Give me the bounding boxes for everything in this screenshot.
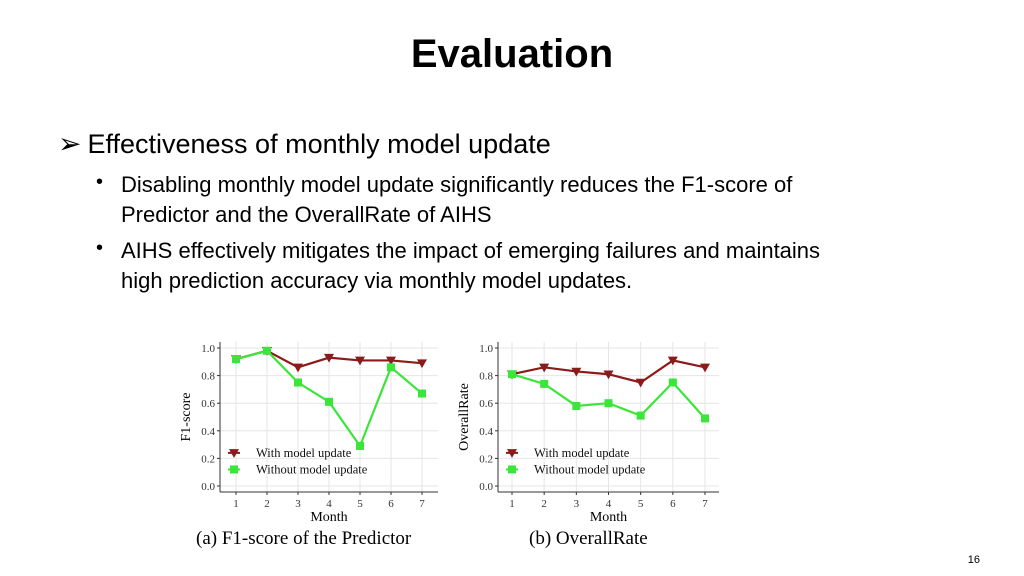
data-point-without-update xyxy=(387,363,395,372)
x-tick-label: 1 xyxy=(509,498,515,510)
page-number: 16 xyxy=(967,554,980,566)
legend-label: With model update xyxy=(534,446,630,460)
legend-label: Without model update xyxy=(256,462,368,476)
sub-bullet-text: AIHS effectively mitigates the impact of… xyxy=(121,238,821,293)
data-point-with-update xyxy=(293,363,303,373)
legend-label: Without model update xyxy=(534,462,646,476)
x-tick-label: 6 xyxy=(670,498,676,510)
arrow-bullet-icon: ➢ xyxy=(58,128,82,159)
data-point-without-update xyxy=(572,401,581,410)
y-tick-label: 0.8 xyxy=(479,371,493,383)
y-tick-label: 1.0 xyxy=(479,343,493,355)
y-tick-label: 0.2 xyxy=(201,453,215,465)
x-tick-label: 4 xyxy=(326,498,332,510)
x-tick-label: 7 xyxy=(702,498,708,510)
data-point-with-update xyxy=(571,367,582,377)
x-tick-label: 3 xyxy=(574,498,580,510)
data-point-without-update xyxy=(325,397,333,406)
data-point-with-update xyxy=(635,378,646,388)
y-tick-label: 0.0 xyxy=(201,481,215,493)
x-axis-label: Month xyxy=(310,510,347,525)
data-point-without-update xyxy=(294,378,302,387)
data-point-without-update xyxy=(232,355,240,364)
data-point-without-update xyxy=(263,346,271,355)
sub-bullet: • AIHS effectively mitigates the impact … xyxy=(96,236,836,296)
x-tick-label: 7 xyxy=(419,498,425,510)
data-point-with-update xyxy=(324,353,334,363)
data-point-with-update xyxy=(386,356,396,366)
x-tick-label: 5 xyxy=(638,498,644,510)
main-bullet-text: Effectiveness of monthly model update xyxy=(87,129,551,159)
data-point-with-update xyxy=(603,370,614,380)
data-point-without-update xyxy=(356,441,364,450)
x-tick-label: 5 xyxy=(357,498,363,510)
data-point-without-update xyxy=(636,411,645,420)
data-point-without-update xyxy=(701,414,709,423)
x-tick-label: 2 xyxy=(541,498,547,510)
data-point-with-update xyxy=(539,363,550,373)
y-axis-label: OverallRate xyxy=(457,383,472,451)
data-point-with-update xyxy=(417,359,427,369)
legend-label: With model update xyxy=(256,446,352,460)
data-point-with-update xyxy=(700,363,710,373)
y-tick-label: 0.6 xyxy=(479,398,493,410)
dot-bullet-icon: • xyxy=(96,237,104,259)
y-tick-label: 0.0 xyxy=(479,481,493,493)
legend-marker xyxy=(508,465,516,474)
data-point-without-update xyxy=(604,399,613,408)
y-tick-label: 0.4 xyxy=(479,426,493,438)
sub-bullet-text: Disabling monthly model update significa… xyxy=(121,172,793,227)
legend-marker xyxy=(230,465,238,474)
legend-marker xyxy=(507,449,517,458)
y-tick-label: 0.2 xyxy=(479,453,493,465)
data-point-without-update xyxy=(418,389,426,398)
x-tick-label: 1 xyxy=(233,498,239,510)
overallrate-chart: 0.0 0.2 0.4 0.6 0.8 1.0 1 2 3 4 5 6 7 Month OverallRat… xyxy=(457,342,719,525)
x-tick-label: 3 xyxy=(295,498,301,510)
data-point-without-update xyxy=(508,370,516,379)
figure: 0.0 0.2 0.4 0.6 0.8 1.0 1 2 3 4 5 6 7 Month F1-score Wi… xyxy=(180,330,740,560)
data-point-without-update xyxy=(540,379,549,388)
main-bullet: ➢ Effectiveness of monthly model update xyxy=(58,128,551,160)
f1-score-chart: 0.0 0.2 0.4 0.6 0.8 1.0 1 2 3 4 5 6 7 Month F1-score Wi… xyxy=(180,342,438,525)
chart-caption-b: (b) OverallRate xyxy=(529,528,648,549)
chart-caption-a: (a) F1-score of the Predictor xyxy=(196,528,412,549)
y-axis-label: F1-score xyxy=(180,393,194,442)
slide-title: Evaluation xyxy=(410,32,614,76)
y-tick-label: 1.0 xyxy=(201,343,215,355)
y-tick-label: 0.8 xyxy=(201,371,215,383)
data-point-without-update xyxy=(668,378,677,387)
y-tick-label: 0.6 xyxy=(201,398,215,410)
x-axis-label: Month xyxy=(590,510,627,525)
data-point-with-update xyxy=(355,356,365,366)
data-point-with-update xyxy=(667,356,678,366)
x-tick-label: 2 xyxy=(264,498,270,510)
sub-bullet: • Disabling monthly model update signifi… xyxy=(96,170,836,230)
y-tick-label: 0.4 xyxy=(201,426,215,438)
x-tick-label: 4 xyxy=(606,498,612,510)
x-tick-label: 6 xyxy=(388,498,394,510)
legend-marker xyxy=(229,449,239,458)
dot-bullet-icon: • xyxy=(96,171,104,193)
